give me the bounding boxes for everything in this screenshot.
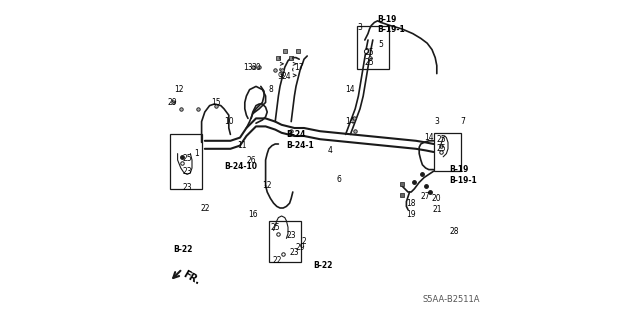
Text: 10: 10 <box>224 117 234 126</box>
Text: 14: 14 <box>424 133 434 142</box>
Text: 8: 8 <box>268 85 273 94</box>
Text: B-22: B-22 <box>314 261 333 270</box>
Text: B-24: B-24 <box>287 130 306 139</box>
Text: 12: 12 <box>175 85 184 94</box>
Text: 1: 1 <box>195 149 199 158</box>
Text: B-24-1: B-24-1 <box>287 141 314 150</box>
Text: 21: 21 <box>432 205 442 214</box>
Text: 28: 28 <box>450 228 459 236</box>
Text: 25: 25 <box>182 154 192 163</box>
Text: 12: 12 <box>262 181 272 190</box>
Text: 14: 14 <box>346 85 355 94</box>
Text: B-19-1: B-19-1 <box>450 176 477 185</box>
Text: 3: 3 <box>358 23 362 32</box>
Text: 23: 23 <box>182 167 192 176</box>
Text: 18: 18 <box>406 199 416 208</box>
Text: 17: 17 <box>294 63 304 72</box>
Text: B-19: B-19 <box>450 165 469 174</box>
Text: 14: 14 <box>346 117 355 126</box>
Bar <box>170 134 202 189</box>
Text: 5: 5 <box>378 40 383 49</box>
Text: 4: 4 <box>327 146 332 155</box>
Text: 6: 6 <box>337 175 342 184</box>
Text: 27: 27 <box>420 192 431 201</box>
Text: 26: 26 <box>246 156 256 164</box>
Text: 29: 29 <box>168 98 178 107</box>
Text: FR.: FR. <box>181 269 202 287</box>
Text: 13: 13 <box>243 63 253 72</box>
Text: B-19: B-19 <box>378 15 397 24</box>
Text: 16: 16 <box>248 210 258 219</box>
Bar <box>269 221 301 262</box>
Bar <box>357 26 389 69</box>
Text: 24: 24 <box>282 72 291 81</box>
Text: 15: 15 <box>211 98 221 107</box>
Text: 19: 19 <box>406 210 416 219</box>
Text: 25: 25 <box>436 144 447 153</box>
Text: 20: 20 <box>432 194 442 203</box>
Text: 25: 25 <box>436 135 447 144</box>
Text: B-22: B-22 <box>173 245 192 254</box>
Text: 25: 25 <box>270 223 280 232</box>
Text: B-24-10: B-24-10 <box>224 162 257 171</box>
Text: 11: 11 <box>237 141 246 150</box>
Text: 7: 7 <box>460 117 465 126</box>
Text: 25: 25 <box>365 58 374 67</box>
Text: 22: 22 <box>200 204 209 212</box>
Text: 30: 30 <box>251 63 261 72</box>
Text: S5AA-B2511A: S5AA-B2511A <box>422 295 480 304</box>
Text: 22: 22 <box>272 256 282 265</box>
Text: 9: 9 <box>278 72 282 81</box>
Text: 23: 23 <box>289 248 300 257</box>
Text: 23: 23 <box>182 183 192 192</box>
Text: B-19-1: B-19-1 <box>378 25 405 34</box>
Text: 2: 2 <box>301 237 307 246</box>
Bar <box>434 133 461 171</box>
Text: 29: 29 <box>296 244 306 252</box>
Text: 23: 23 <box>286 231 296 240</box>
Text: 3: 3 <box>435 117 439 126</box>
Text: 25: 25 <box>365 48 374 57</box>
